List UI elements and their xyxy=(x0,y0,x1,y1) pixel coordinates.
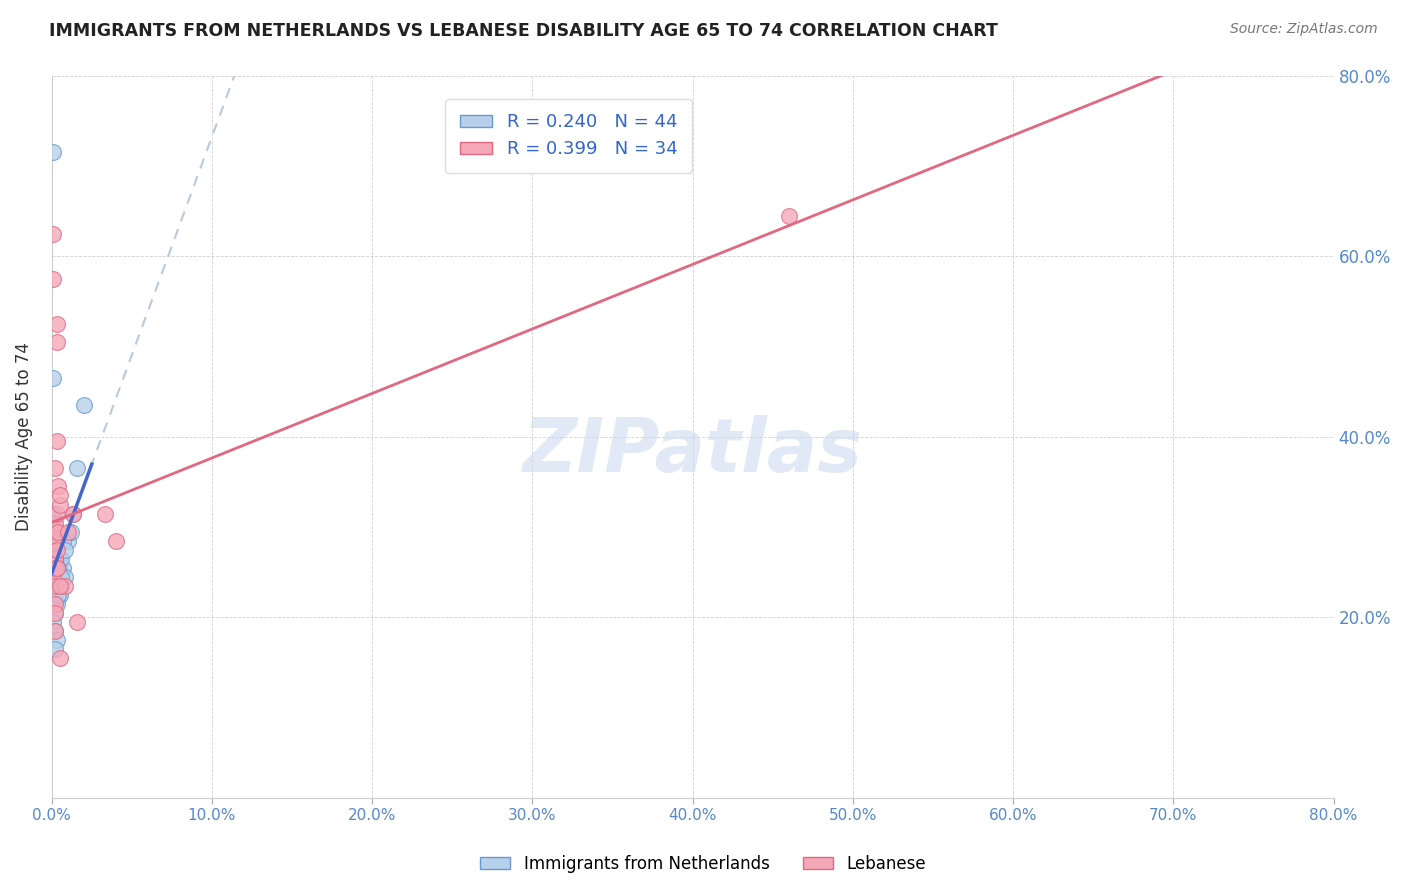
Point xyxy=(44,597,66,611)
Point xyxy=(44,533,66,548)
Point xyxy=(45,597,67,611)
Point xyxy=(42,551,65,566)
Point xyxy=(49,579,72,593)
Point xyxy=(778,209,800,223)
Point xyxy=(73,398,96,412)
Point xyxy=(56,524,79,539)
Point xyxy=(49,579,72,593)
Point xyxy=(45,579,67,593)
Point xyxy=(44,461,66,475)
Point xyxy=(56,533,79,548)
Point xyxy=(45,560,67,574)
Point xyxy=(44,624,66,638)
Point xyxy=(44,579,66,593)
Point xyxy=(62,507,84,521)
Point xyxy=(49,551,72,566)
Point xyxy=(59,524,82,539)
Point xyxy=(42,542,65,557)
Point xyxy=(46,570,69,584)
Point xyxy=(42,227,65,241)
Point xyxy=(62,507,84,521)
Point xyxy=(45,632,67,647)
Point xyxy=(44,606,66,620)
Y-axis label: Disability Age 65 to 74: Disability Age 65 to 74 xyxy=(15,343,32,532)
Point xyxy=(93,507,115,521)
Point xyxy=(46,570,69,584)
Point xyxy=(49,498,72,512)
Point xyxy=(44,542,66,557)
Point xyxy=(44,516,66,530)
Point xyxy=(45,579,67,593)
Text: IMMIGRANTS FROM NETHERLANDS VS LEBANESE DISABILITY AGE 65 TO 74 CORRELATION CHAR: IMMIGRANTS FROM NETHERLANDS VS LEBANESE … xyxy=(49,22,998,40)
Point xyxy=(44,579,66,593)
Point xyxy=(42,542,65,557)
Point xyxy=(42,271,65,285)
Point xyxy=(44,579,66,593)
Point xyxy=(44,551,66,566)
Point xyxy=(44,538,66,552)
Point xyxy=(44,579,66,593)
Point xyxy=(46,479,69,493)
Point xyxy=(42,507,65,521)
Point xyxy=(45,434,67,449)
Point xyxy=(42,597,65,611)
Point xyxy=(53,542,76,557)
Point xyxy=(53,579,76,593)
Point xyxy=(44,560,66,574)
Point xyxy=(52,560,75,574)
Point xyxy=(49,651,72,665)
Point xyxy=(42,371,65,385)
Point xyxy=(52,533,75,548)
Point xyxy=(44,560,66,574)
Point xyxy=(42,615,65,629)
Point xyxy=(44,588,66,602)
Point xyxy=(49,488,72,502)
Legend: Immigrants from Netherlands, Lebanese: Immigrants from Netherlands, Lebanese xyxy=(474,848,932,880)
Point xyxy=(46,588,69,602)
Point xyxy=(66,461,89,475)
Point xyxy=(42,570,65,584)
Point xyxy=(104,533,127,548)
Text: Source: ZipAtlas.com: Source: ZipAtlas.com xyxy=(1230,22,1378,37)
Legend: R = 0.240   N = 44, R = 0.399   N = 34: R = 0.240 N = 44, R = 0.399 N = 34 xyxy=(446,99,692,173)
Point xyxy=(42,551,65,566)
Point xyxy=(45,524,67,539)
Point xyxy=(46,524,69,539)
Point xyxy=(44,642,66,657)
Point xyxy=(44,624,66,638)
Text: ZIPatlas: ZIPatlas xyxy=(523,415,863,488)
Point xyxy=(51,551,73,566)
Point xyxy=(51,570,73,584)
Point xyxy=(45,334,67,349)
Point xyxy=(45,542,67,557)
Point xyxy=(44,524,66,539)
Point xyxy=(49,588,72,602)
Point xyxy=(46,560,69,574)
Point xyxy=(66,615,89,629)
Point xyxy=(45,317,67,331)
Point xyxy=(53,570,76,584)
Point xyxy=(44,551,66,566)
Point xyxy=(42,145,65,160)
Point xyxy=(44,606,66,620)
Point xyxy=(45,560,67,574)
Point xyxy=(45,507,67,521)
Point xyxy=(44,570,66,584)
Point xyxy=(45,542,67,557)
